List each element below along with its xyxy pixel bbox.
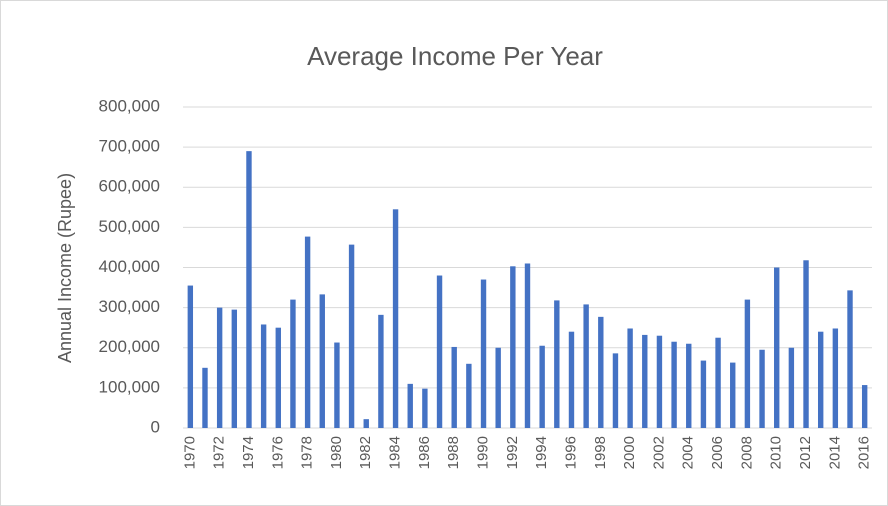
bar (744, 299, 751, 428)
bar (788, 347, 795, 428)
y-tick-label: 300,000 (99, 297, 160, 316)
bar (202, 367, 208, 428)
x-tick-label: 2000 (621, 436, 638, 469)
bar (319, 294, 325, 428)
bar (407, 383, 413, 428)
bar (656, 335, 663, 428)
bar (598, 316, 604, 428)
bar (304, 236, 311, 428)
x-tick-label: 1978 (299, 436, 316, 469)
y-tick-label: 200,000 (99, 337, 160, 356)
x-tick-label: 2010 (768, 436, 785, 469)
bar (524, 263, 531, 428)
bar (246, 151, 252, 428)
bar (554, 300, 560, 428)
x-tick-label: 2002 (650, 436, 667, 469)
bar (759, 349, 765, 428)
bar (451, 346, 457, 428)
y-tick-label: 100,000 (99, 377, 160, 396)
bar (847, 290, 853, 428)
x-tick-label: 1994 (533, 436, 550, 469)
bar (260, 324, 267, 428)
bar (686, 343, 692, 428)
bar (510, 266, 516, 428)
y-tick-label: 0 (151, 417, 160, 436)
bar (832, 328, 839, 428)
x-tick-label: 1992 (504, 436, 521, 469)
x-tick-label: 1974 (240, 436, 257, 469)
bar (495, 347, 501, 428)
bar (422, 388, 428, 428)
bar (700, 360, 707, 428)
bar (583, 304, 589, 428)
bar (392, 209, 399, 428)
x-tick-label: 1976 (269, 436, 286, 469)
bar (231, 309, 238, 428)
x-tick-label: 1998 (592, 436, 609, 469)
bar (275, 327, 281, 428)
x-tick-label: 1972 (211, 436, 228, 469)
bar (466, 363, 472, 428)
x-tick-label: 2004 (680, 436, 697, 469)
x-tick-label: 1986 (416, 436, 433, 469)
y-tick-label: 500,000 (99, 217, 160, 236)
bar (568, 331, 575, 428)
chart-title: Average Income Per Year (307, 41, 603, 71)
bar (861, 385, 868, 428)
bar (612, 353, 619, 428)
bar (480, 279, 487, 428)
bar (348, 244, 355, 428)
x-tick-label: 1970 (181, 436, 198, 469)
y-tick-label: 400,000 (99, 257, 160, 276)
bar (671, 341, 677, 428)
bar (715, 337, 721, 428)
bar (187, 285, 194, 428)
x-tick-label: 2014 (826, 436, 843, 469)
bar (627, 328, 633, 428)
x-tick-label: 2006 (709, 436, 726, 469)
bar (730, 362, 736, 428)
x-tick-label: 2016 (856, 436, 873, 469)
x-tick-label: 1996 (562, 436, 579, 469)
bar (436, 275, 443, 428)
bar (378, 314, 384, 428)
bar (216, 307, 223, 428)
bar (539, 345, 545, 428)
bar (642, 334, 648, 428)
bar (334, 342, 340, 428)
y-axis-label: Annual Income (Rupee) (55, 173, 75, 363)
x-tick-label: 1982 (357, 436, 374, 469)
y-tick-label: 700,000 (99, 137, 160, 156)
bar (363, 419, 369, 428)
x-tick-label: 1984 (387, 436, 404, 469)
y-tick-label: 600,000 (99, 177, 160, 196)
x-tick-label: 1980 (328, 436, 345, 469)
bar (290, 299, 296, 428)
x-tick-label: 1990 (474, 436, 491, 469)
x-tick-label: 2008 (738, 436, 755, 469)
x-tick-label: 2012 (797, 436, 814, 469)
bar (817, 331, 824, 428)
bar (774, 267, 780, 428)
x-tick-label: 1988 (445, 436, 462, 469)
y-tick-label: 800,000 (99, 96, 160, 115)
bar (803, 260, 809, 428)
